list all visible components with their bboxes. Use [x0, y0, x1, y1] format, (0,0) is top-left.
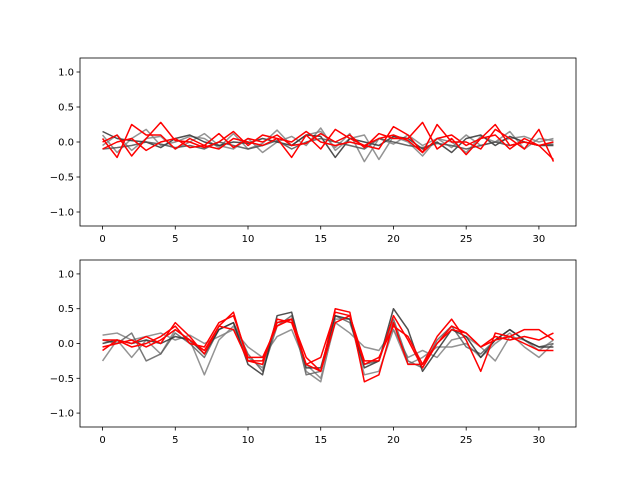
x-tick-label: 30 — [533, 435, 546, 446]
y-tick-label: −0.5 — [50, 173, 74, 184]
series-line-4 — [101, 121, 554, 161]
y-tick-label: 0.5 — [58, 304, 74, 315]
x-tick-label: 25 — [460, 234, 473, 245]
y-tick-label: 0.0 — [58, 138, 74, 149]
series-line-6 — [102, 314, 554, 373]
x-tick-label: 0 — [99, 234, 105, 245]
x-tick-label: 5 — [172, 234, 178, 245]
y-tick-label: 0.5 — [58, 103, 74, 114]
x-tick-label: 15 — [314, 234, 327, 245]
y-tick-label: −1.0 — [50, 409, 74, 420]
bottom-subplot: 0 5 10 15 20 25 30 −1.0 −0.5 0.0 0.5 1.0 — [50, 259, 577, 446]
x-tick-label: 5 — [172, 435, 178, 446]
y-tick-label: −0.5 — [50, 374, 74, 385]
x-tick-label: 15 — [314, 435, 327, 446]
series-group — [101, 121, 555, 163]
top-subplot: 0 5 10 15 20 25 30 −1.0 −0.5 0.0 0.5 1.0 — [50, 57, 577, 245]
y-tick-label: 0.0 — [58, 339, 74, 350]
series-line-2 — [102, 130, 554, 159]
x-tick-label: 25 — [460, 435, 473, 446]
x-tick-label: 10 — [242, 435, 255, 446]
x-tick-label: 20 — [387, 234, 400, 245]
series-line-6 — [102, 130, 554, 154]
y-tick-label: 1.0 — [58, 269, 74, 280]
x-tick-label: 10 — [242, 234, 255, 245]
x-tick-label: 0 — [99, 435, 105, 446]
series-group — [101, 307, 554, 383]
x-tick-label: 20 — [387, 435, 400, 446]
x-tick-label: 30 — [533, 234, 546, 245]
y-tick-label: 1.0 — [58, 68, 74, 79]
series-line-4 — [102, 307, 554, 383]
y-tick-label: −1.0 — [50, 208, 74, 219]
